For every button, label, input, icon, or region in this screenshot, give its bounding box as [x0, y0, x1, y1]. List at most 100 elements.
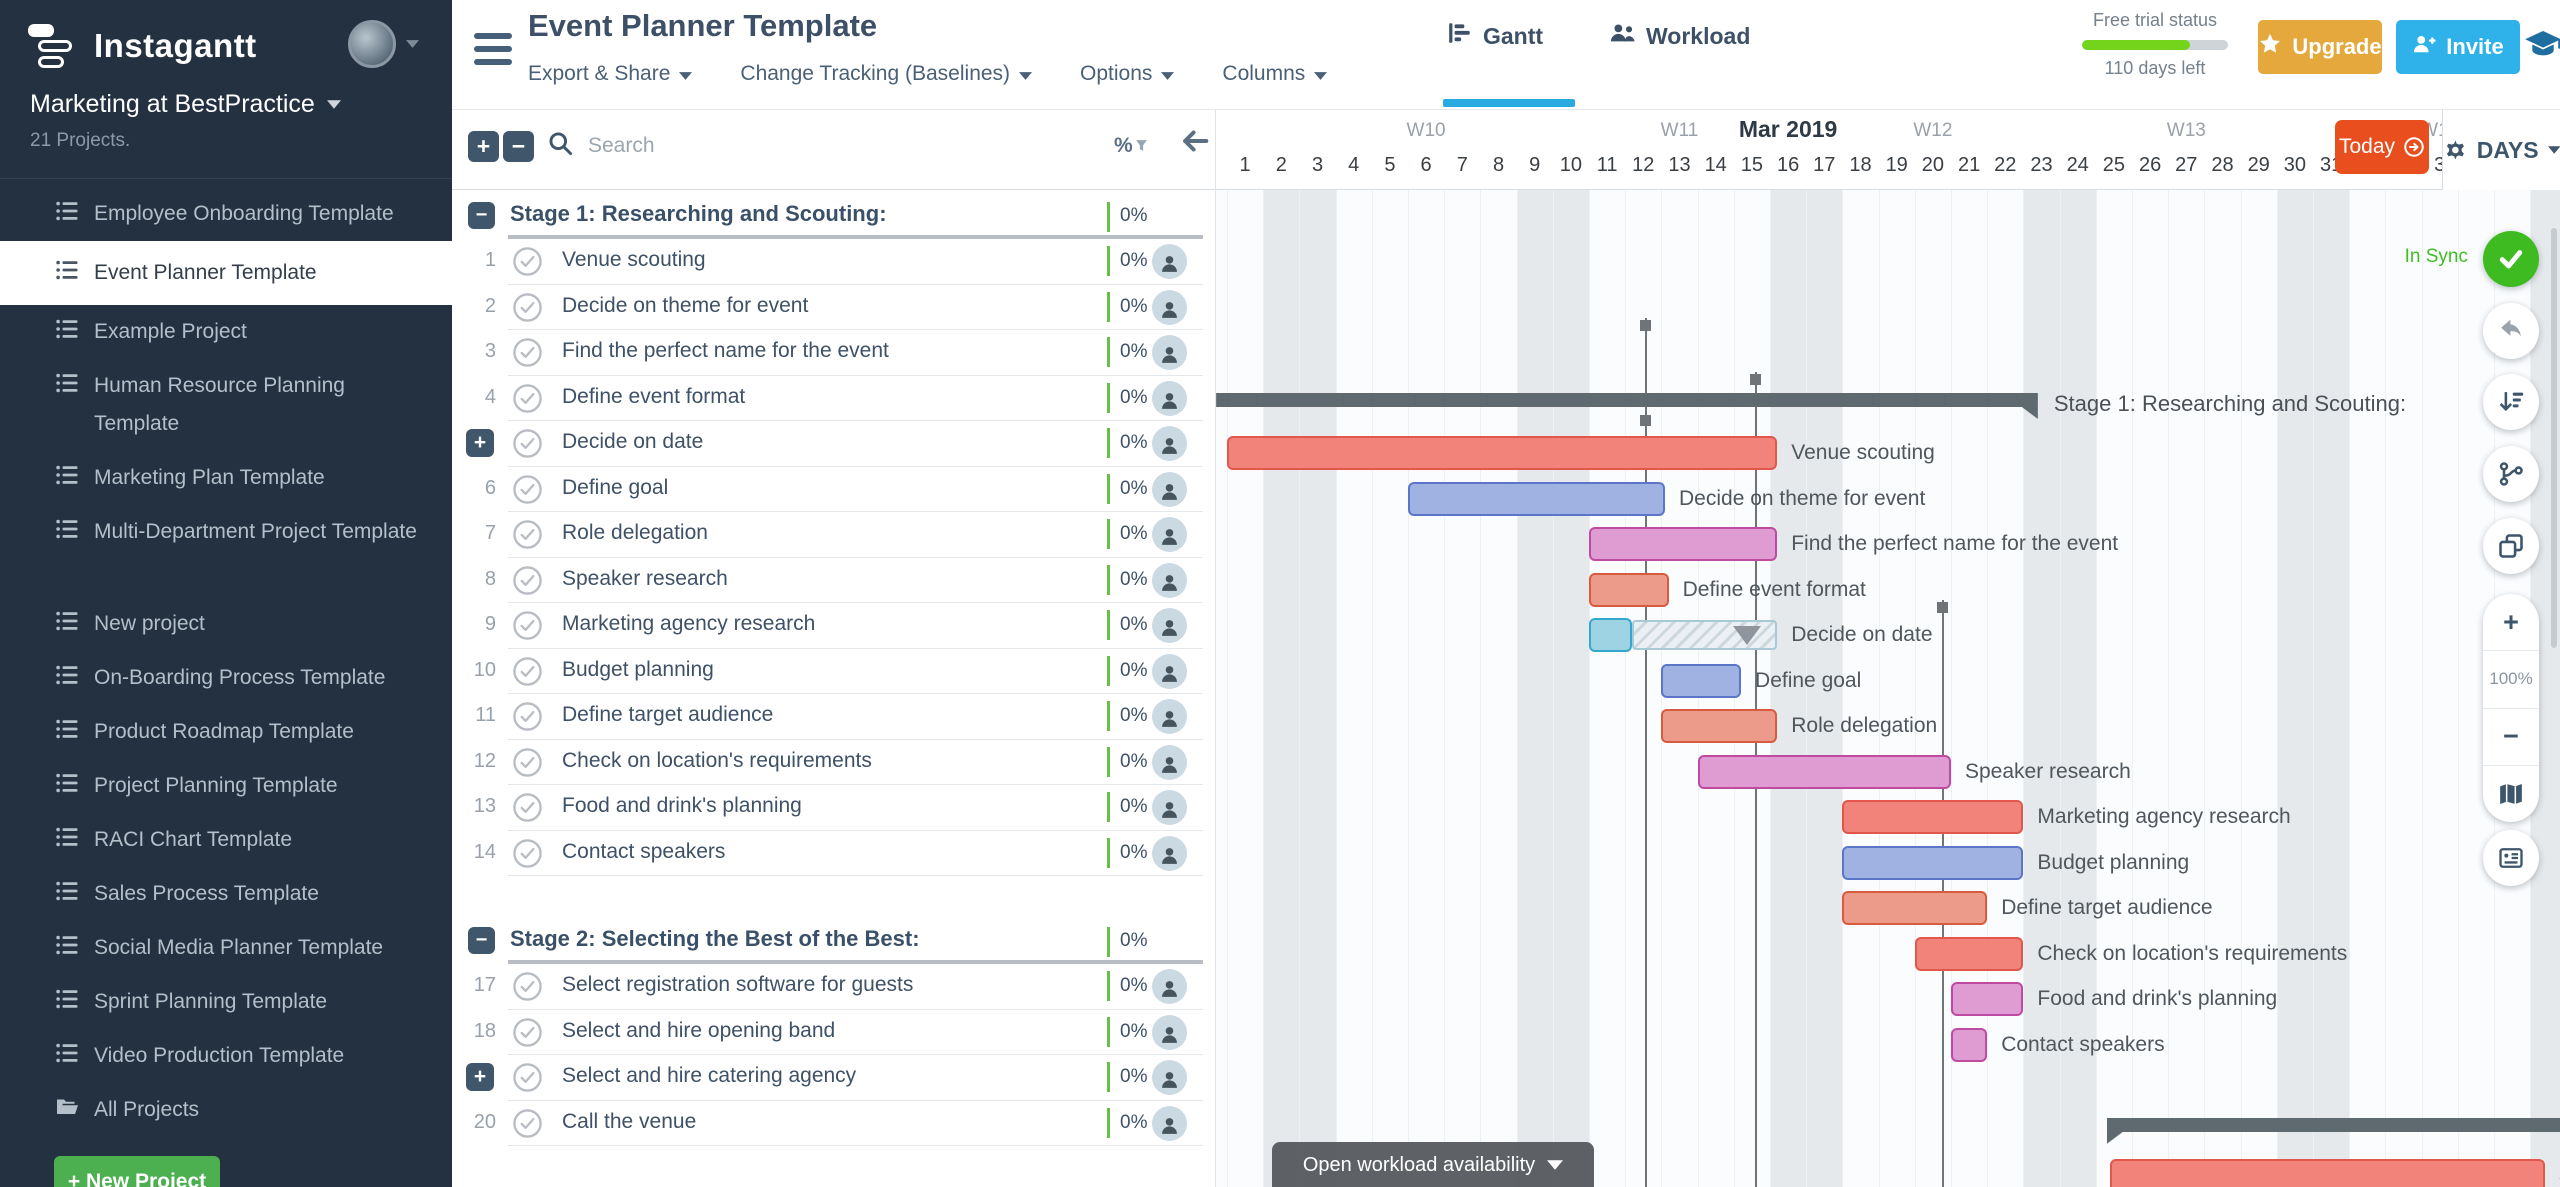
task-bar[interactable]	[1408, 481, 1666, 516]
minimap-button[interactable]	[2483, 766, 2539, 822]
logo[interactable]: Instagantt	[28, 20, 257, 72]
task-title[interactable]: Select and hire catering agency	[562, 1064, 857, 1087]
task-title[interactable]: Budget planning	[562, 657, 714, 681]
assignee-avatar[interactable]	[1152, 471, 1187, 507]
assignee-avatar[interactable]	[1152, 835, 1187, 871]
menu-columns[interactable]: Columns	[1222, 62, 1328, 86]
task-title[interactable]: Venue scouting	[562, 248, 706, 271]
task-bar[interactable]	[1661, 709, 1778, 743]
assignee-avatar[interactable]	[1152, 244, 1187, 279]
task-row[interactable]: 11 Define target audience 0%	[452, 694, 1215, 740]
task-bar[interactable]	[1589, 572, 1669, 607]
task-row[interactable]: + Decide on date 0%	[452, 421, 1215, 467]
complete-task-icon[interactable]	[512, 383, 543, 414]
task-bar[interactable]	[1842, 845, 2024, 880]
assignee-avatar[interactable]	[1152, 426, 1187, 461]
complete-task-icon[interactable]	[512, 610, 543, 641]
copy-button[interactable]	[2483, 518, 2539, 574]
assignee-avatar[interactable]	[1152, 562, 1187, 598]
complete-task-icon[interactable]	[512, 1017, 543, 1048]
sidebar-item-marketing-plan-template[interactable]: Marketing Plan Template	[0, 451, 452, 505]
expand-all-button[interactable]: +	[468, 131, 499, 162]
timeline-header[interactable]: W10W11W12W13W14Mar 201912345678910111213…	[1215, 110, 2442, 190]
tab-workload[interactable]: Workload	[1610, 20, 1750, 52]
sidebar-item-video-production-template[interactable]: Video Production Template	[0, 1029, 452, 1083]
collapse-section-button[interactable]: −	[468, 927, 495, 954]
task-title[interactable]: Speaker research	[562, 566, 728, 590]
task-row[interactable]: 2 Decide on theme for event 0%	[452, 285, 1215, 330]
complete-task-icon[interactable]	[512, 792, 543, 823]
open-workload-button[interactable]: Open workload availability	[1272, 1142, 1594, 1187]
sidebar-item-human-resource-planning-template[interactable]: Human Resource Planning Template	[0, 359, 452, 451]
sidebar-item-event-planner-template[interactable]: Event Planner Template	[0, 241, 452, 305]
task-title[interactable]: Decide on date	[562, 430, 704, 453]
task-title[interactable]: Find the perfect name for the event	[562, 339, 889, 362]
complete-task-icon[interactable]	[512, 519, 543, 550]
sidebar-item-raci-chart-template[interactable]: RACI Chart Template	[0, 813, 452, 867]
assignee-avatar[interactable]	[1152, 380, 1187, 416]
assignee-avatar[interactable]	[1152, 1105, 1187, 1141]
complete-task-icon[interactable]	[512, 838, 543, 869]
assignee-avatar[interactable]	[1152, 744, 1187, 780]
today-button[interactable]: Today	[2335, 120, 2429, 174]
upgrade-button[interactable]: Upgrade	[2258, 20, 2382, 74]
task-row[interactable]: 17 Select registration software for guest…	[452, 964, 1215, 1010]
task-title[interactable]: Call the venue	[562, 1109, 697, 1133]
sidebar-item-new-project[interactable]: New project	[0, 597, 452, 651]
task-title[interactable]: Role delegation	[562, 521, 708, 544]
task-bar[interactable]	[1589, 527, 1778, 561]
task-title[interactable]: Define goal	[562, 475, 669, 499]
task-row[interactable]: 20 Call the venue 0%	[452, 1101, 1215, 1146]
sidebar-item-product-roadmap-template[interactable]: Product Roadmap Template	[0, 705, 452, 759]
sidebar-item-on-boarding-process-template[interactable]: On-Boarding Process Template	[0, 651, 452, 705]
task-row[interactable]: 10 Budget planning 0%	[452, 649, 1215, 694]
complete-task-icon[interactable]	[512, 565, 543, 596]
task-bar[interactable]	[1951, 1027, 1988, 1062]
task-bar[interactable]	[1951, 982, 2024, 1016]
assignee-avatar[interactable]	[1152, 653, 1187, 689]
menu-change-tracking-baselines[interactable]: Change Tracking (Baselines)	[740, 62, 1033, 86]
complete-task-icon[interactable]	[512, 428, 543, 459]
zoom-level[interactable]: 100%	[2483, 651, 2539, 709]
assignee-avatar[interactable]	[1152, 1060, 1187, 1095]
task-row[interactable]: 18 Select and hire opening band 0%	[452, 1010, 1215, 1055]
complete-task-icon[interactable]	[512, 656, 543, 687]
gantt-chart[interactable]: Stage 1: Researching and Scouting: Venue …	[1216, 190, 2560, 1187]
task-row[interactable]: 9 Marketing agency research 0%	[452, 603, 1215, 649]
sort-button[interactable]	[2483, 374, 2539, 430]
panel-divider[interactable]	[1215, 110, 1216, 1187]
complete-task-icon[interactable]	[512, 747, 543, 778]
collapse-all-button[interactable]: −	[503, 131, 534, 162]
assignee-avatar[interactable]	[1152, 699, 1187, 734]
task-row[interactable]: 7 Role delegation 0%	[452, 512, 1215, 558]
assignee-avatar[interactable]	[1152, 289, 1187, 325]
sidebar-item-project-planning-template[interactable]: Project Planning Template	[0, 759, 452, 813]
task-bar[interactable]	[1227, 436, 1778, 470]
task-bar[interactable]	[2110, 1159, 2545, 1187]
zoom-out-button[interactable]: −	[2483, 709, 2539, 766]
task-row[interactable]: 12 Check on location's requirements 0%	[452, 740, 1215, 785]
sidebar-item-sales-process-template[interactable]: Sales Process Template	[0, 867, 452, 921]
search-box[interactable]: Search	[547, 130, 655, 162]
percent-filter-button[interactable]: %	[1114, 134, 1148, 158]
vertical-scrollbar[interactable]	[2551, 228, 2557, 648]
assignee-avatar[interactable]	[1152, 1014, 1187, 1050]
task-bar[interactable]	[1842, 891, 1988, 925]
task-title[interactable]: Check on location's requirements	[562, 748, 872, 772]
assignee-avatar[interactable]	[1152, 517, 1187, 552]
task-bar[interactable]	[1589, 618, 1633, 652]
task-row[interactable]: 6 Define goal 0%	[452, 467, 1215, 512]
sidebar-item-sprint-planning-template[interactable]: Sprint Planning Template	[0, 975, 452, 1029]
zoom-in-button[interactable]: +	[2483, 594, 2539, 652]
task-title[interactable]: Decide on theme for event	[562, 293, 809, 317]
sync-check-button[interactable]	[2483, 231, 2539, 287]
user-avatar-wrap[interactable]	[348, 20, 419, 68]
task-bar[interactable]	[1661, 663, 1742, 698]
task-row[interactable]: 1 Venue scouting 0%	[452, 239, 1215, 285]
dependencies-button[interactable]	[2483, 446, 2539, 502]
complete-task-icon[interactable]	[512, 337, 543, 368]
complete-task-icon[interactable]	[512, 701, 543, 732]
assignee-avatar[interactable]	[1152, 335, 1187, 370]
task-title[interactable]: Marketing agency research	[562, 612, 816, 635]
scale-selector[interactable]: DAYS	[2442, 110, 2560, 190]
